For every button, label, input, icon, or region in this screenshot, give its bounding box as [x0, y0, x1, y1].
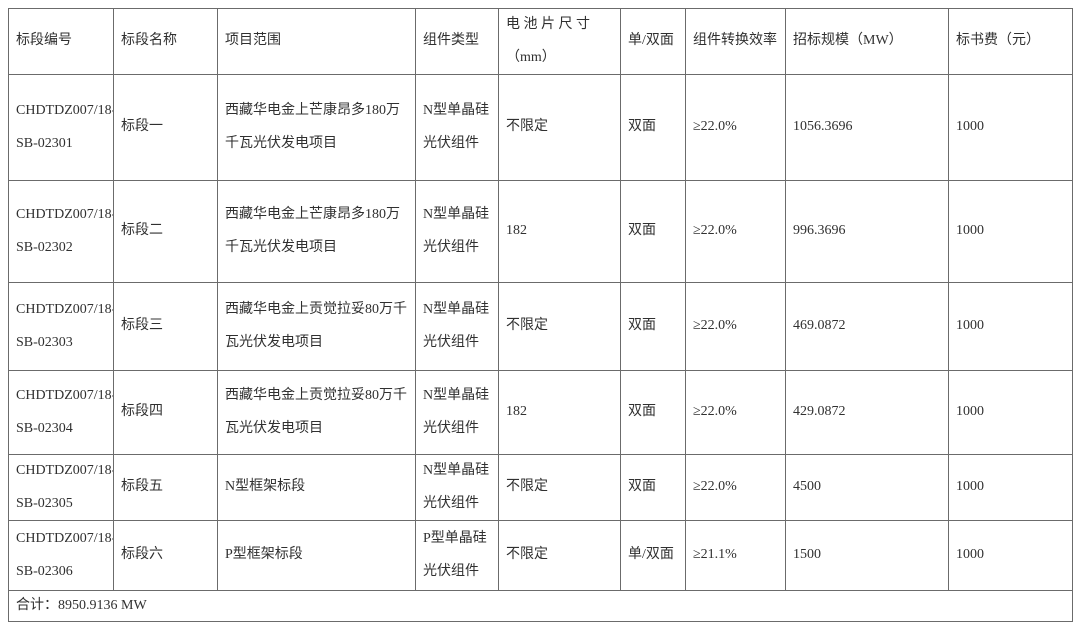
- cell-section-id: CHDTDZ007/18- SB-02304: [8, 370, 114, 455]
- cell-doc-fee: 1000: [948, 282, 1073, 371]
- cell-cell-size: 不限定: [498, 282, 621, 371]
- cell-project-scope: 西藏华电金上贡觉拉妥80万千 瓦光伏发电项目: [217, 370, 416, 455]
- cell-doc-fee: 1000: [948, 180, 1073, 283]
- cell-scale-mw: 429.0872: [785, 370, 949, 455]
- table-row: CHDTDZ007/18- SB-02306 标段六 P型框架标段 P型单晶硅 光伏…: [8, 520, 1073, 591]
- table-row: CHDTDZ007/18- SB-02302 标段二 西藏华电金上芒康昂多180万…: [8, 180, 1073, 283]
- table-row: CHDTDZ007/18- SB-02304 标段四 西藏华电金上贡觉拉妥80万千…: [8, 370, 1073, 455]
- cell-faces: 双面: [620, 282, 686, 371]
- table-body: CHDTDZ007/18- SB-02301 标段一 西藏华电金上芒康昂多180万…: [8, 74, 1073, 622]
- cell-section-id: CHDTDZ007/18- SB-02306: [8, 520, 114, 591]
- cell-project-scope: N型框架标段: [217, 454, 416, 521]
- cell-section-name: 标段三: [113, 282, 218, 371]
- bid-sections-table: 标段编号 标段名称 项目范围 组件类型 电 池 片 尺 寸（mm） 单/双面 组…: [8, 8, 1073, 622]
- col-header-module-type: 组件类型: [415, 8, 499, 75]
- cell-faces: 双面: [620, 74, 686, 181]
- cell-scale-mw: 1500: [785, 520, 949, 591]
- cell-module-type: N型单晶硅 光伏组件: [415, 282, 499, 371]
- table-row: CHDTDZ007/18- SB-02301 标段一 西藏华电金上芒康昂多180万…: [8, 74, 1073, 181]
- cell-faces: 双面: [620, 180, 686, 283]
- cell-cell-size: 不限定: [498, 74, 621, 181]
- cell-module-type: P型单晶硅 光伏组件: [415, 520, 499, 591]
- col-header-project-scope: 项目范围: [217, 8, 416, 75]
- total-label: 合计：8950.9136 MW: [8, 590, 1073, 622]
- cell-project-scope: 西藏华电金上芒康昂多180万 千瓦光伏发电项目: [217, 180, 416, 283]
- col-header-faces: 单/双面: [620, 8, 686, 75]
- cell-section-name: 标段一: [113, 74, 218, 181]
- col-header-cell-size: 电 池 片 尺 寸（mm）: [498, 8, 621, 75]
- cell-doc-fee: 1000: [948, 520, 1073, 591]
- cell-scale-mw: 1056.3696: [785, 74, 949, 181]
- cell-section-name: 标段二: [113, 180, 218, 283]
- cell-scale-mw: 996.3696: [785, 180, 949, 283]
- cell-efficiency: ≥22.0%: [685, 180, 786, 283]
- cell-project-scope: P型框架标段: [217, 520, 416, 591]
- cell-module-type: N型单晶硅 光伏组件: [415, 180, 499, 283]
- header-row: 标段编号 标段名称 项目范围 组件类型 电 池 片 尺 寸（mm） 单/双面 组…: [8, 8, 1073, 75]
- cell-scale-mw: 469.0872: [785, 282, 949, 371]
- cell-project-scope: 西藏华电金上芒康昂多180万 千瓦光伏发电项目: [217, 74, 416, 181]
- table-row: CHDTDZ007/18- SB-02305 标段五 N型框架标段 N型单晶硅 光伏…: [8, 454, 1073, 521]
- cell-section-name: 标段四: [113, 370, 218, 455]
- cell-faces: 双面: [620, 454, 686, 521]
- col-header-section-id: 标段编号: [8, 8, 114, 75]
- total-row: 合计：8950.9136 MW: [8, 590, 1073, 622]
- cell-section-name: 标段六: [113, 520, 218, 591]
- cell-module-type: N型单晶硅 光伏组件: [415, 370, 499, 455]
- cell-faces: 双面: [620, 370, 686, 455]
- cell-section-id: CHDTDZ007/18- SB-02305: [8, 454, 114, 521]
- cell-efficiency: ≥22.0%: [685, 282, 786, 371]
- cell-section-id: CHDTDZ007/18- SB-02302: [8, 180, 114, 283]
- cell-cell-size: 182: [498, 180, 621, 283]
- col-header-section-name: 标段名称: [113, 8, 218, 75]
- col-header-scale-mw: 招标规模（MW）: [785, 8, 949, 75]
- cell-module-type: N型单晶硅 光伏组件: [415, 454, 499, 521]
- cell-efficiency: ≥22.0%: [685, 370, 786, 455]
- table-row: CHDTDZ007/18- SB-02303 标段三 西藏华电金上贡觉拉妥80万千…: [8, 282, 1073, 371]
- cell-faces: 单/双面: [620, 520, 686, 591]
- cell-cell-size: 不限定: [498, 454, 621, 521]
- cell-project-scope: 西藏华电金上贡觉拉妥80万千 瓦光伏发电项目: [217, 282, 416, 371]
- cell-section-id: CHDTDZ007/18- SB-02303: [8, 282, 114, 371]
- cell-efficiency: ≥21.1%: [685, 520, 786, 591]
- cell-efficiency: ≥22.0%: [685, 74, 786, 181]
- cell-module-type: N型单晶硅 光伏组件: [415, 74, 499, 181]
- col-header-efficiency: 组件转换效率: [685, 8, 786, 75]
- col-header-doc-fee: 标书费（元）: [948, 8, 1073, 75]
- cell-doc-fee: 1000: [948, 454, 1073, 521]
- cell-cell-size: 182: [498, 370, 621, 455]
- cell-section-id: CHDTDZ007/18- SB-02301: [8, 74, 114, 181]
- cell-section-name: 标段五: [113, 454, 218, 521]
- cell-cell-size: 不限定: [498, 520, 621, 591]
- cell-doc-fee: 1000: [948, 74, 1073, 181]
- cell-efficiency: ≥22.0%: [685, 454, 786, 521]
- cell-doc-fee: 1000: [948, 370, 1073, 455]
- cell-scale-mw: 4500: [785, 454, 949, 521]
